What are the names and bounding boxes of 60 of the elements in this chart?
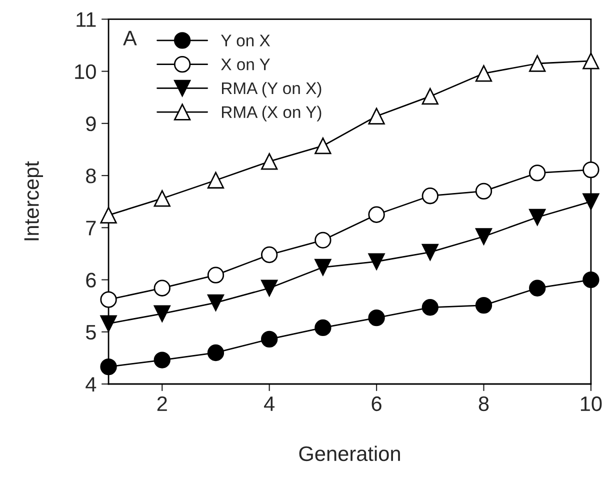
point	[314, 258, 332, 276]
x-tick-label: 10	[580, 396, 602, 412]
legend-label: RMA (Y on X)	[222, 82, 322, 98]
point	[154, 280, 170, 296]
legend-label: X on Y	[221, 58, 270, 70]
y-tick-label: 11	[76, 12, 96, 27]
point	[314, 138, 332, 154]
point	[582, 193, 600, 210]
point	[314, 319, 332, 336]
point	[261, 330, 278, 348]
point	[368, 108, 385, 124]
point	[368, 253, 385, 270]
x-tick-label: 2	[157, 396, 167, 411]
point	[475, 182, 492, 200]
legend-label: RMA (X on Y)	[222, 106, 322, 122]
y-tick-label: 9	[86, 116, 96, 132]
point	[422, 188, 438, 204]
point	[314, 232, 332, 248]
point	[100, 206, 117, 224]
x-tick-label: 4	[264, 396, 275, 411]
point	[475, 296, 492, 314]
point	[368, 309, 385, 326]
x-axis-title: Generation	[299, 446, 400, 462]
y-tick-label: 4	[86, 377, 96, 392]
point	[529, 164, 546, 182]
point	[207, 294, 224, 312]
point	[100, 358, 117, 376]
point	[207, 172, 224, 189]
point	[475, 228, 492, 245]
point	[582, 52, 600, 70]
x-tick-label: 6	[372, 396, 382, 412]
y-tick-label: 5	[86, 325, 96, 340]
point	[207, 344, 224, 362]
point	[261, 153, 278, 170]
y-tick-label: 8	[86, 168, 96, 184]
point	[261, 280, 278, 296]
point	[529, 208, 546, 226]
point	[100, 315, 117, 332]
y-tick-label: 10	[75, 64, 96, 80]
point	[207, 266, 224, 284]
y-tick-label: 6	[86, 272, 96, 288]
y-tick-label: 7	[86, 220, 96, 236]
annotation: A	[123, 30, 137, 46]
point	[154, 352, 170, 368]
point	[422, 299, 438, 316]
point	[100, 291, 117, 308]
point	[529, 280, 546, 296]
legend-label: Y on X	[221, 34, 270, 46]
point	[154, 190, 170, 207]
point	[422, 244, 438, 260]
point	[582, 271, 600, 288]
point	[422, 88, 438, 105]
point	[368, 206, 385, 223]
point	[261, 246, 278, 264]
point	[475, 65, 492, 82]
y-axis-title: Intercept	[24, 161, 44, 240]
point	[529, 55, 546, 72]
x-tick-label: 8	[478, 396, 489, 412]
point	[154, 305, 170, 322]
point	[582, 161, 600, 178]
